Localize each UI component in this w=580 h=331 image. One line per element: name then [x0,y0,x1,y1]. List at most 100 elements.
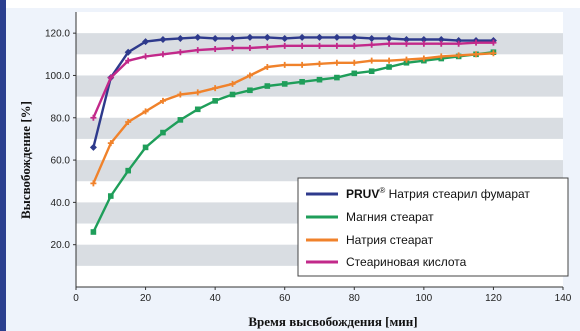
series-3-point-12 [299,42,306,49]
series-3-point-2 [125,57,132,64]
series-1-line [92,51,494,233]
series-3-point-5 [177,49,184,56]
series-2-point-1 [107,140,114,147]
series-1-point-15 [351,70,358,77]
x-tick-label-5: 100 [416,293,433,304]
series-1-point-0 [90,229,97,235]
legend-entry-0: PRUV® Натрия стеарил фумарат [306,186,530,201]
series-3-point-10 [264,43,271,50]
series-0-point-10 [263,33,271,41]
series-2-point-6 [194,89,201,96]
series-2-point-8 [229,80,236,87]
series-1-point-1 [107,193,114,199]
series-3-point-7 [212,46,219,53]
series-0-point-19 [420,36,428,43]
grid-band-2 [76,160,563,182]
series-1-point-3 [142,144,149,151]
series-2-point-16 [368,57,375,64]
series-0-point-8 [229,34,237,42]
legend-label-0-sup: ® [379,186,385,195]
series-0-point-15 [350,33,358,41]
series-0-point-12 [298,33,306,41]
series-1-point-9 [247,87,253,94]
series-3-point-14 [333,42,340,49]
series-3-point-15 [351,42,358,49]
legend-entry-2: Натрия стеарат [306,233,434,247]
series-3-point-19 [420,40,427,47]
series-1-point-16 [368,68,375,75]
legend-label-0: PRUV® Натрия стеарил фумарат [346,186,530,201]
legend-box [297,177,569,277]
series-3-point-17 [386,40,393,47]
series-1-point-12 [299,79,305,85]
series-0-point-9 [246,33,254,41]
series-2-point-18 [403,56,410,63]
series-1-point-2 [125,167,131,174]
series-2-point-11 [281,61,288,68]
y-tick-label-2: 60.0 [51,156,71,167]
series-0-point-4 [159,36,167,43]
series-2 [90,50,497,187]
series-2-point-4 [159,97,166,104]
series-3-point-3 [142,53,149,60]
series-2-point-20 [438,53,445,60]
series-3-point-16 [368,41,375,48]
legend-label-1: Магния стеарат [346,210,434,224]
series-2-point-12 [299,61,306,68]
series-2-point-10 [264,64,271,70]
series-3-point-13 [316,42,323,49]
series-2-point-2 [125,119,132,125]
series-0-point-20 [437,36,445,43]
series-3 [90,39,497,121]
series-0-point-17 [385,34,393,42]
series-1-point-5 [177,117,184,123]
x-tick-label-1: 20 [140,293,152,304]
legend-label-2: Натрия стеарат [346,233,434,247]
series-2-point-15 [351,59,358,66]
series-0-point-16 [368,34,376,42]
series-2-point-13 [316,60,323,67]
series-0-point-18 [402,36,410,43]
series-0-point-13 [316,33,323,41]
series-2-point-3 [142,108,149,115]
series-0-point-2 [124,48,132,56]
series-3-point-0 [90,114,97,121]
series-3-point-6 [194,47,201,54]
y-tick-label-5: 120.0 [45,29,70,40]
series-1-point-17 [386,64,392,70]
series-group [89,33,497,235]
series-0-point-11 [281,34,289,42]
series-3-point-1 [107,74,114,81]
series-1-point-11 [281,81,288,87]
axes: 0 20 40 60 80 100 120 140 20.0 40.0 60.0 80.0 100.0 1… [45,12,572,304]
series-2-point-19 [420,55,427,62]
series-3-point-9 [246,44,253,51]
series-3-point-4 [159,51,166,58]
series-1 [90,49,497,235]
left-accent-bar [0,0,6,331]
series-2-point-7 [212,85,219,92]
series-0-point-6 [194,33,202,41]
series-3-point-20 [438,40,445,47]
series-2-point-22 [473,51,480,58]
series-2-point-21 [455,52,462,59]
legend-label-3: Стеариновая кислота [346,255,467,269]
y-tick-label-1: 40.0 [51,198,71,209]
series-1-point-18 [403,59,410,66]
grid-band-3 [76,117,563,139]
x-axis-label: Время высвобождения [мин] [248,314,417,329]
series-2-point-14 [333,59,340,66]
series-1-point-8 [229,91,236,98]
x-tick-label-6: 120 [485,293,502,304]
y-tick-label-3: 80.0 [51,113,71,124]
legend: PRUV® Натрия стеарил фумарат Магния стеа… [297,177,569,277]
y-axis-label: Высвобождение [%] [18,101,33,219]
series-1-point-7 [212,98,218,104]
series-2-point-0 [90,180,97,187]
series-0-point-7 [211,34,219,42]
series-3-point-21 [455,40,462,47]
series-2-point-9 [246,72,253,79]
series-3-point-18 [403,40,410,47]
y-tick-label-0: 20.0 [51,240,71,251]
